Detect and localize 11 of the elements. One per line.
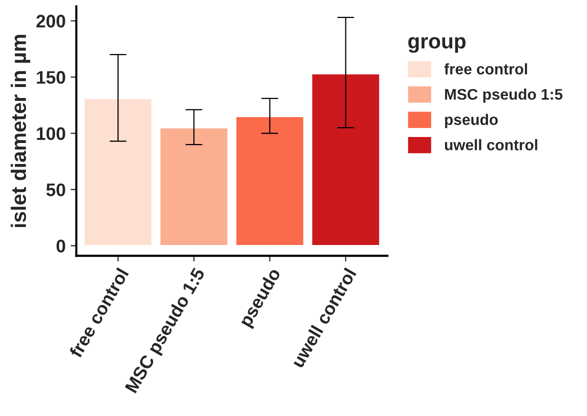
y-tick-label: 150	[36, 71, 66, 84]
y-tick-label: 100	[36, 127, 66, 140]
y-tick-label: 200	[36, 14, 66, 28]
legend-label: MSC pseudo 1:5	[445, 88, 562, 103]
y-axis-title: islet diameter in µm	[10, 34, 30, 228]
legend-label: free control	[444, 63, 528, 74]
legend-label: pseudo	[445, 114, 498, 128]
legend-title: group	[408, 37, 466, 53]
y-tick-label: 50	[46, 183, 66, 196]
y-tick-label: 0	[56, 240, 66, 252]
legend-label: uwell control	[445, 139, 538, 150]
